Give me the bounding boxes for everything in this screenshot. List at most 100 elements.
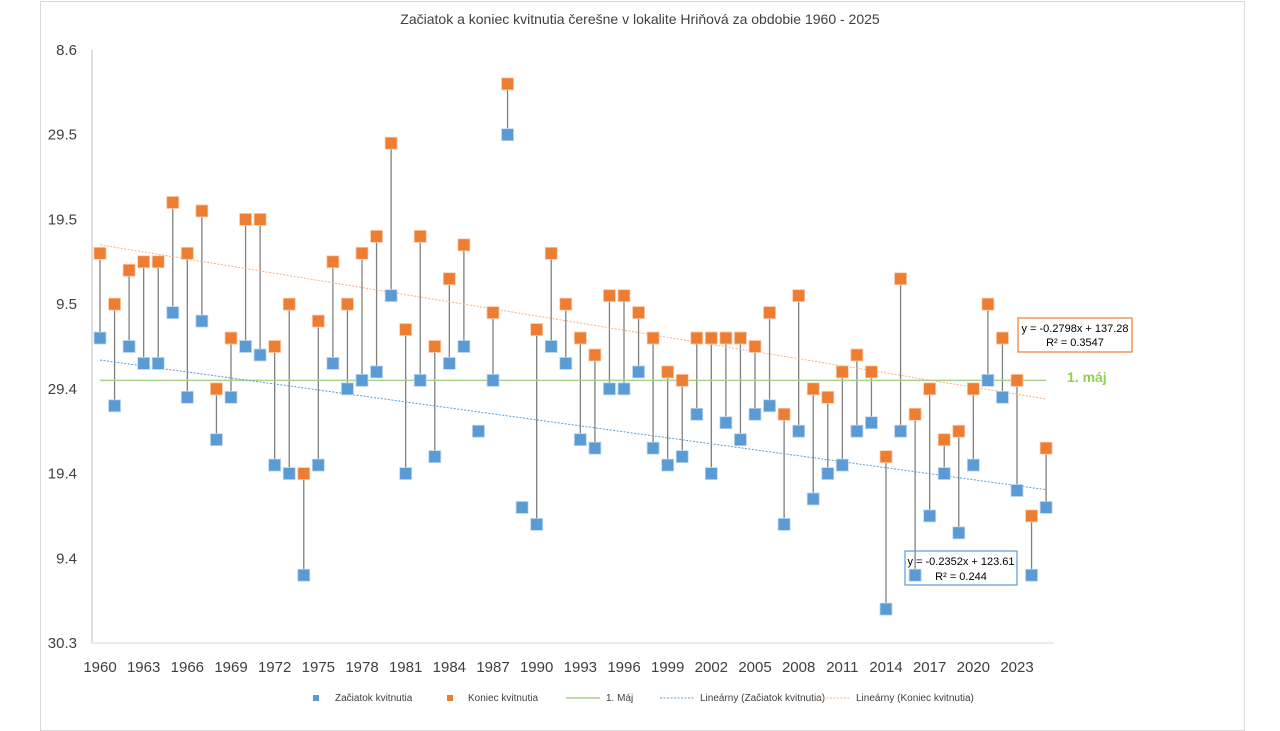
point-start (632, 365, 645, 379)
point-start (137, 357, 151, 370)
point-start (588, 441, 602, 455)
x-tick-label: 1960 (83, 659, 116, 676)
point-start (253, 348, 267, 362)
may-label: 1. máj (1067, 369, 1107, 385)
legend-marker (313, 695, 319, 701)
point-end (311, 314, 325, 328)
x-tick-label: 2008 (782, 659, 815, 676)
point-end (268, 340, 282, 353)
point-start (937, 467, 951, 480)
equation-box-end: y = -0.2798x + 137.28 R² = 0.3547 (1017, 317, 1133, 353)
point-end (966, 382, 980, 396)
point-start (559, 357, 573, 370)
point-start (355, 373, 369, 387)
equation-start-line1: y = -0.2352x + 123.61 (907, 556, 1014, 568)
equation-box-start: y = -0.2352x + 123.61 R² = 0.244 (904, 550, 1018, 586)
point-end (996, 331, 1009, 345)
point-start (821, 467, 835, 480)
y-tick-label: 19.4 (48, 466, 77, 483)
point-end (603, 289, 616, 303)
x-tick-label: 1984 (433, 659, 466, 676)
point-start (573, 433, 587, 447)
x-tick-label: 1981 (389, 659, 422, 676)
point-start (224, 390, 238, 404)
point-end (821, 390, 835, 404)
point-end (530, 323, 544, 336)
point-start (908, 568, 922, 582)
point-end (341, 297, 354, 311)
x-tick-label: 2014 (869, 659, 902, 676)
point-start (122, 340, 136, 353)
point-end (588, 348, 602, 362)
point-start (472, 424, 485, 438)
point-start (282, 467, 296, 480)
point-end (195, 204, 209, 218)
point-start (399, 467, 413, 480)
x-tick-label: 2017 (913, 659, 946, 676)
point-end (442, 272, 456, 286)
point-end (457, 238, 471, 252)
point-start (486, 373, 500, 387)
point-start (239, 340, 252, 353)
point-end (108, 297, 121, 311)
point-start (879, 602, 893, 616)
point-end (573, 331, 587, 345)
point-start (981, 373, 995, 387)
x-tick-label: 2002 (695, 659, 728, 676)
legend-marker (447, 695, 453, 701)
point-start (151, 357, 165, 370)
point-start (384, 289, 398, 303)
x-tick-label: 1963 (127, 659, 160, 676)
point-start (195, 314, 209, 328)
point-end (297, 467, 311, 480)
x-tick-label: 2023 (1000, 659, 1033, 676)
point-start (923, 509, 937, 523)
point-start (108, 399, 121, 413)
point-end (675, 373, 689, 387)
point-end (355, 246, 369, 260)
y-tick-label: 29.4 (48, 381, 77, 398)
point-end (806, 382, 820, 396)
point-start (311, 458, 325, 472)
point-end (428, 340, 442, 353)
point-end (486, 306, 500, 320)
point-start (210, 433, 223, 447)
point-end (137, 255, 151, 269)
point-end (1010, 373, 1024, 387)
point-end (210, 382, 223, 396)
x-tick-label: 1966 (171, 659, 204, 676)
point-start (777, 518, 791, 531)
point-start (457, 340, 471, 353)
point-end (413, 229, 427, 243)
x-tick-label: 1975 (302, 659, 335, 676)
legend: Začiatok kvitnutia Koniec kvitnutia 1. Máj… (313, 693, 974, 704)
x-tick-label: 1996 (607, 659, 640, 676)
point-end (748, 340, 762, 353)
point-start (501, 128, 514, 142)
point-end (763, 306, 776, 320)
point-start (297, 568, 311, 582)
point-end (690, 331, 704, 345)
point-end (952, 424, 966, 438)
trendlines (99, 244, 1047, 491)
point-start (515, 501, 529, 514)
point-end (544, 246, 558, 260)
point-end (384, 136, 398, 150)
point-end (908, 407, 922, 421)
point-start (180, 390, 194, 404)
point-start (865, 416, 878, 430)
equation-box-start-border (904, 550, 1018, 586)
y-tick-label: 9.4 (56, 550, 77, 567)
point-end (646, 331, 660, 345)
point-start (603, 382, 616, 396)
x-tick-label: 2020 (957, 659, 990, 676)
point-start (646, 441, 660, 455)
point-start (413, 373, 427, 387)
point-start (341, 382, 354, 396)
point-end (777, 407, 791, 421)
point-start (675, 450, 689, 464)
point-end (937, 433, 951, 447)
legend-label: Začiatok kvitnutia (335, 693, 413, 704)
point-start (442, 357, 456, 370)
point-end (1039, 441, 1053, 455)
